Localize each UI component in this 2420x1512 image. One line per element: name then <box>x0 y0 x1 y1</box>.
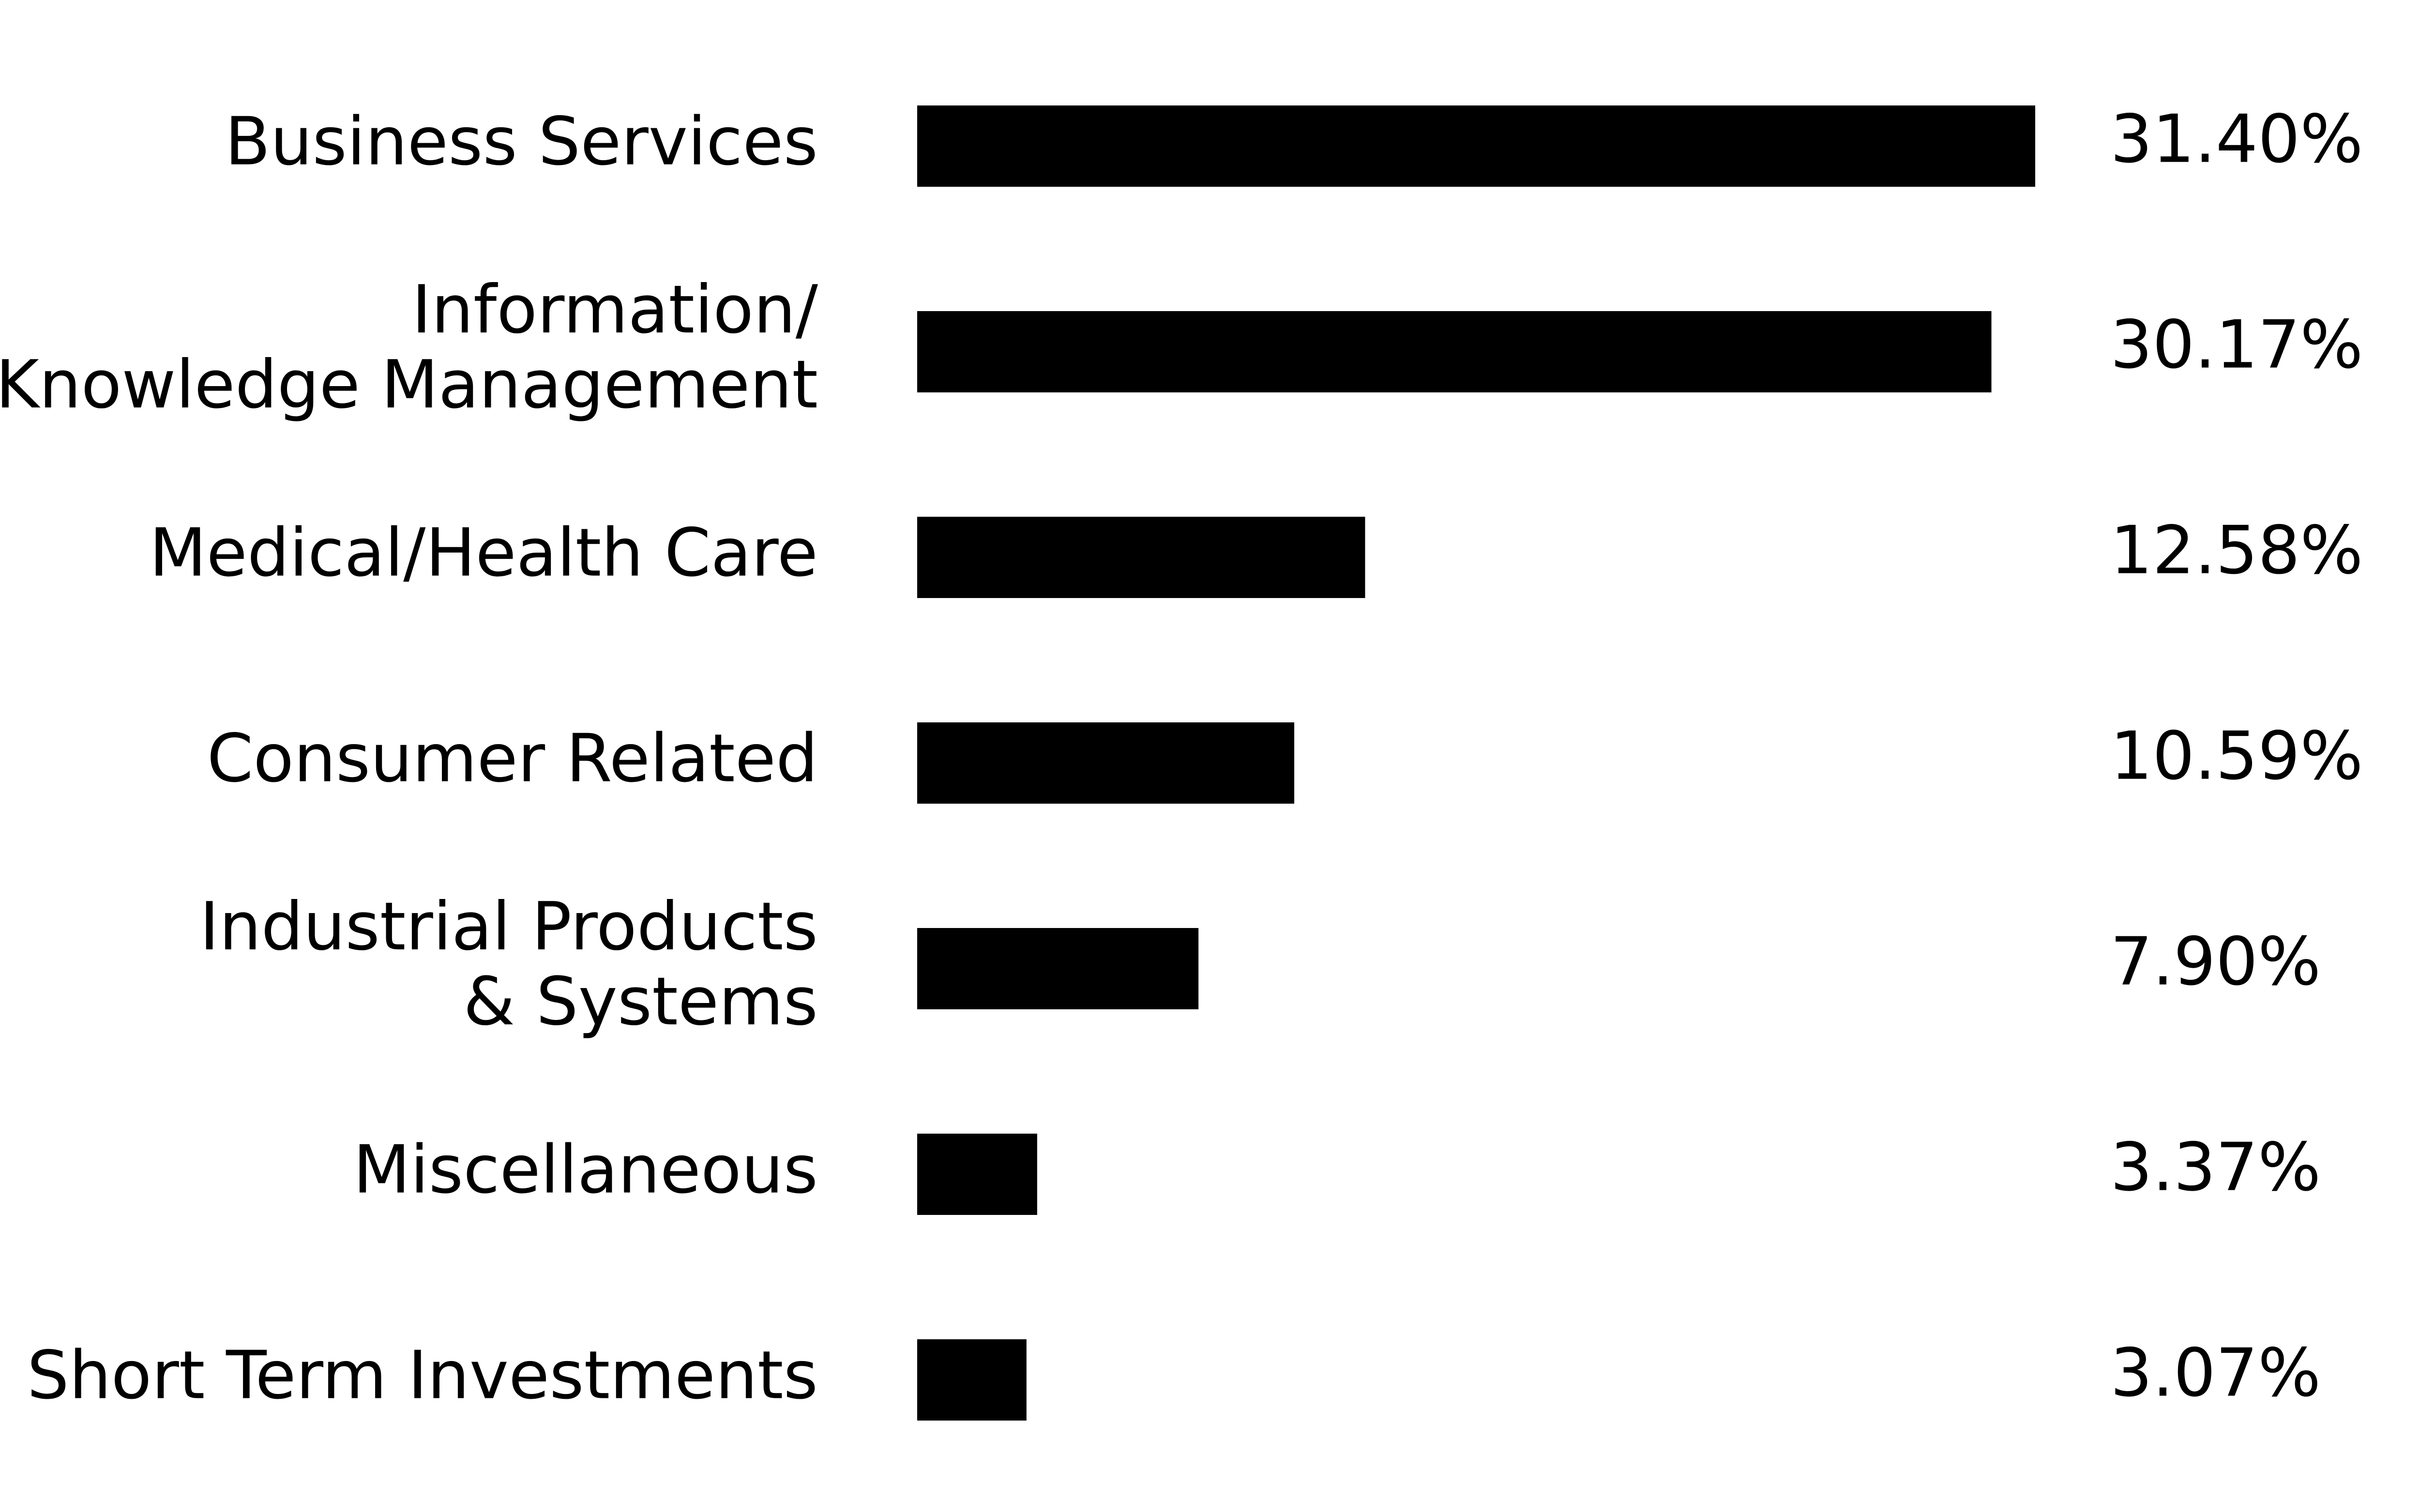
bar-1 <box>917 311 1992 392</box>
value-labels-layer: 31.40% 30.17% 12.58% 10.59% 7.90% 3.37% 3.07% <box>2110 101 2363 1412</box>
category-label-line: Business Services <box>225 104 818 180</box>
category-label-0: Business Services <box>225 104 818 180</box>
category-label-1: Information/Knowledge Management <box>0 271 818 423</box>
category-label-3: Consumer Related <box>207 720 818 797</box>
category-label-5: Miscellaneous <box>353 1132 818 1209</box>
category-label-4: Industrial Products & Systems <box>199 888 818 1040</box>
bar-6 <box>917 1339 1027 1421</box>
bars-layer <box>917 105 2035 1421</box>
category-labels-layer: Business Services Information/Knowledge M… <box>0 104 818 1414</box>
category-label-line: Medical/Health Care <box>149 515 818 592</box>
bar-2 <box>917 517 1365 598</box>
category-label-line: Knowledge Management <box>0 346 818 423</box>
value-label-1: 30.17% <box>2110 307 2363 384</box>
bar-0 <box>917 105 2035 187</box>
category-label-2: Medical/Health Care <box>149 515 818 592</box>
category-label-line: Short Term Investments <box>27 1337 818 1414</box>
category-label-line: Industrial Products <box>199 888 818 965</box>
value-label-4: 7.90% <box>2110 924 2321 1001</box>
value-label-5: 3.37% <box>2110 1129 2321 1206</box>
value-label-0: 31.40% <box>2110 101 2363 178</box>
category-label-line: Consumer Related <box>207 720 818 797</box>
bar-3 <box>917 722 1295 804</box>
value-label-6: 3.07% <box>2110 1335 2321 1412</box>
bar-5 <box>917 1134 1037 1215</box>
category-label-line: Information/ <box>412 271 818 348</box>
category-label-line: & Systems <box>463 963 818 1040</box>
bar-4 <box>917 928 1199 1009</box>
value-label-2: 12.58% <box>2110 512 2363 589</box>
category-label-6: Short Term Investments <box>27 1337 818 1414</box>
category-label-line: Miscellaneous <box>353 1132 818 1209</box>
value-label-3: 10.59% <box>2110 718 2363 795</box>
